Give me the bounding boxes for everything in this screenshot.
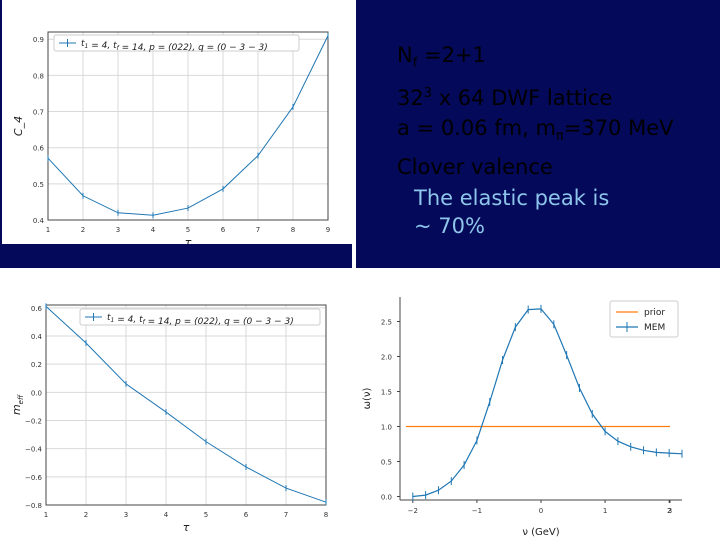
- x-tick-label: −1: [472, 507, 482, 515]
- x-tick-label: 7: [256, 226, 260, 234]
- y-tick-label: 0.6: [33, 145, 45, 153]
- y-tick-label: 2.5: [381, 319, 392, 327]
- chart-meff-panel: 1 2 3 4 5 6 7 8 0.6 0.4 0.2 0.0 −0.2 −0.4 −0.6 −0.8 t1 =…: [0, 275, 352, 540]
- x-tick-label: −2: [408, 507, 418, 515]
- x-tick-label: 8: [291, 226, 295, 234]
- plot-frame: [45, 304, 327, 506]
- legend-label: t1 = 4, tf = 14, p = (022), q = (0 − 3 −…: [81, 39, 268, 53]
- y-tick-label: 0.0: [381, 494, 392, 502]
- peak-line-1: The elastic peak is: [414, 186, 610, 210]
- info-valence-line: Clover valence: [397, 155, 553, 180]
- series-mem: [412, 308, 683, 498]
- x-tick-label: 3: [668, 507, 672, 515]
- y-tick-label: 0.0: [31, 389, 42, 397]
- y-tick-label: 0.5: [33, 181, 44, 189]
- x-tick-label: 2: [667, 507, 671, 515]
- chart-c4-panel: 1 2 3 4 5 6 7 8 9 0.4 0.5 0.6 0.7 0.8 0.9 t1 = 4, tf = …: [2, 0, 356, 249]
- legend-box: [79, 308, 321, 326]
- y-tick-label: 0.6: [31, 305, 43, 313]
- elastic-peak-note: The elastic peak is ~ 70%: [414, 184, 609, 240]
- x-tick-label: 3: [116, 226, 120, 234]
- info-nf-line: Nf =2+1: [397, 43, 486, 72]
- x-tick-label: 4: [151, 226, 156, 234]
- chart-spectral-panel: 0.0 0.5 1.0 1.5 2.0 2.5 −2 −1 0 1 2 3 prior MEM ν (GeV…: [352, 285, 720, 540]
- y-axis-label: ω(ν): [362, 388, 373, 410]
- x-tick-label: 5: [204, 511, 208, 519]
- legend-label-mem: MEM: [644, 323, 665, 333]
- legend-label-prior: prior: [644, 308, 665, 318]
- x-tick-label: 6: [244, 511, 249, 519]
- x-tick-label: 1: [603, 507, 607, 515]
- y-tick-label: 0.2: [31, 361, 42, 369]
- navy-bar-left: [0, 244, 352, 268]
- x-tick-label: 6: [221, 226, 226, 234]
- navy-panel-top-right: [356, 0, 720, 268]
- legend: t1 = 4, tf = 14, p = (022), q = (0 − 3 −…: [79, 308, 321, 327]
- y-axis-label: C_4: [12, 116, 25, 136]
- y-tick-label: −0.4: [25, 446, 43, 454]
- x-axis-label: τ: [183, 521, 190, 534]
- legend: prior MEM: [609, 300, 679, 338]
- y-tick-label: 2.0: [381, 354, 392, 362]
- legend-box: [53, 34, 300, 52]
- y-tick-label: −0.2: [25, 417, 42, 425]
- x-tick-label: 3: [124, 511, 128, 519]
- x-tick-label: 4: [164, 511, 169, 519]
- chart-c4: 1 2 3 4 5 6 7 8 9 0.4 0.5 0.6 0.7 0.8 0.9 t1 = 4, tf = …: [12, 31, 330, 249]
- legend: t1 = 4, tf = 14, p = (022), q = (0 − 3 −…: [53, 34, 300, 53]
- lattice-info: Nf =2+1 323 x 64 DWF lattice a = 0.06 fm…: [397, 40, 674, 182]
- y-tick-label: 0.7: [33, 109, 44, 117]
- y-tick-label: 1.5: [381, 389, 392, 397]
- y-tick-label: −0.8: [25, 502, 42, 510]
- y-tick-label: 1.0: [381, 424, 392, 432]
- x-tick-label: 2: [84, 511, 88, 519]
- x-tick-label: 1: [44, 511, 48, 519]
- x-axis-label: ν (GeV): [522, 527, 559, 538]
- info-spacing-line: a = 0.06 fm, mπ=370 MeV: [397, 116, 674, 145]
- series-line: [45, 306, 327, 503]
- legend-label: t1 = 4, tf = 14, p = (022), q = (0 − 3 −…: [107, 313, 294, 327]
- y-tick-label: 0.8: [33, 72, 44, 80]
- x-tick-label: 0: [539, 507, 543, 515]
- x-tick-label: 9: [326, 226, 330, 234]
- x-tick-label: 1: [46, 226, 50, 234]
- chart-spectral: 0.0 0.5 1.0 1.5 2.0 2.5 −2 −1 0 1 23 prior MEM ν (GeV…: [362, 297, 683, 538]
- x-tick-label: 8: [324, 511, 328, 519]
- navy-bar-top-left: [0, 0, 2, 244]
- x-tick-label: 5: [186, 226, 190, 234]
- peak-line-2: ~ 70%: [414, 214, 485, 238]
- x-tick-label: 7: [284, 511, 288, 519]
- y-axis-label: meff: [10, 394, 25, 415]
- y-tick-label: 0.4: [33, 217, 45, 225]
- info-lattice-line: 323 x 64 DWF lattice: [397, 86, 613, 111]
- x-tick-label: 2: [81, 226, 85, 234]
- y-tick-label: −0.6: [25, 474, 43, 482]
- chart-meff: 1 2 3 4 5 6 7 8 0.6 0.4 0.2 0.0 −0.2 −0.4 −0.6 −0.8 t1 =…: [10, 303, 328, 534]
- y-tick-label: 0.5: [381, 459, 392, 467]
- x-axis-label: τ: [185, 236, 192, 244]
- y-tick-label: 0.9: [33, 36, 44, 44]
- plot-frame: [47, 31, 329, 221]
- y-tick-label: 0.4: [31, 333, 43, 341]
